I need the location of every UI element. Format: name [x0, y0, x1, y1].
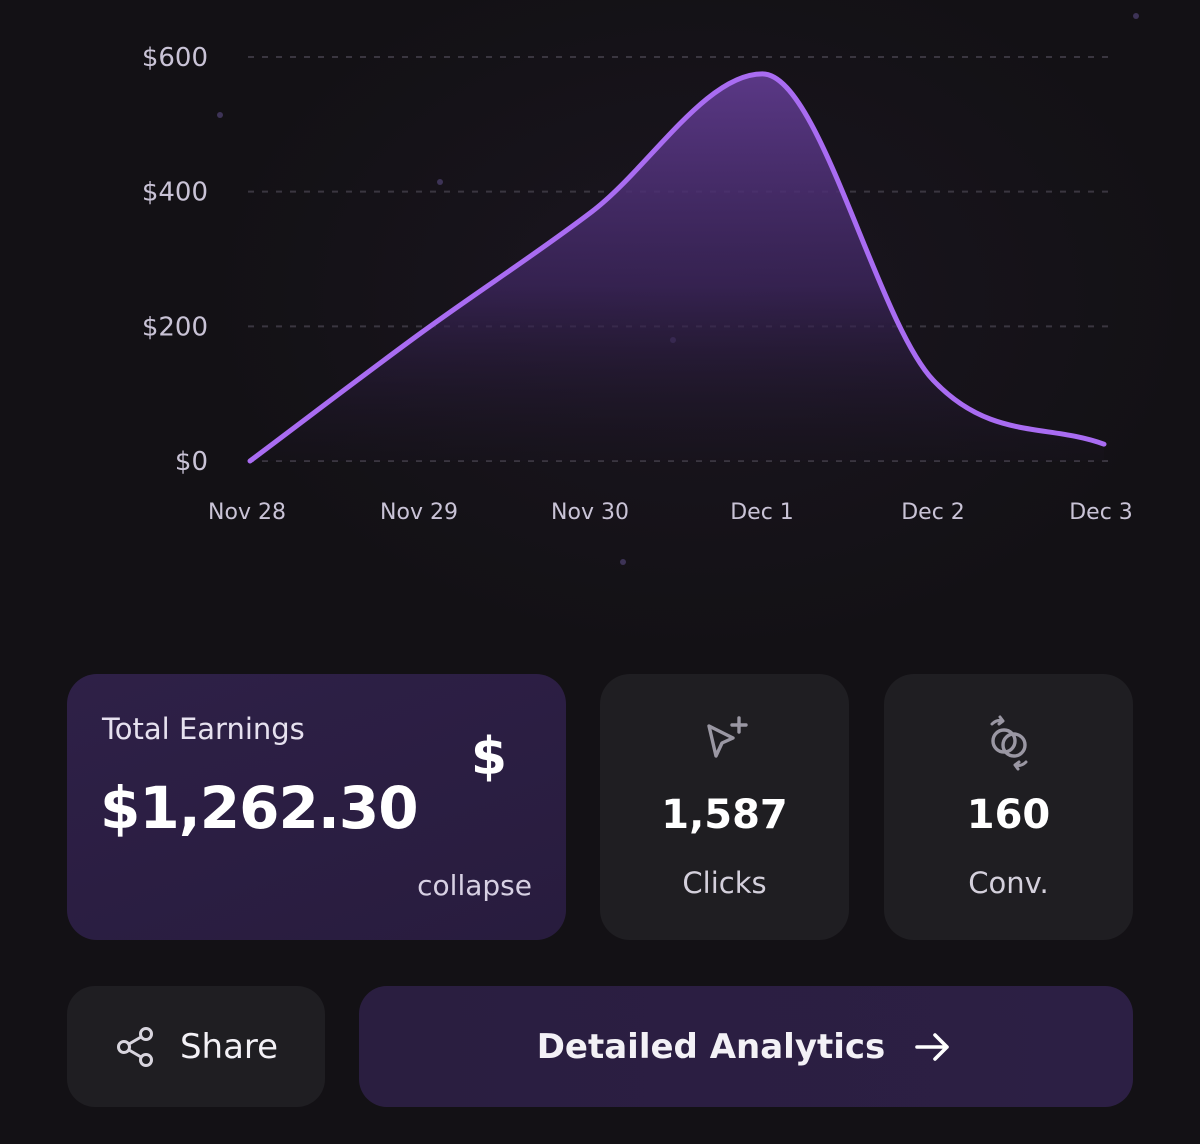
background-dot	[1133, 13, 1139, 19]
dollar-icon: $	[470, 727, 508, 787]
y-tick-label: $0	[175, 447, 208, 477]
background-dot	[620, 559, 626, 565]
y-axis: $0 $200 $400 $600	[142, 43, 208, 477]
conversions-card[interactable]: 160 Conv.	[884, 674, 1133, 940]
conversion-icon	[990, 715, 1027, 771]
total-earnings-value: $1,262.30	[100, 774, 419, 842]
total-earnings-card[interactable]: Total Earnings $1,262.30 $ collapse	[67, 674, 566, 940]
arrow-right-icon	[915, 1032, 950, 1061]
share-label: Share	[179, 1026, 279, 1067]
x-tick-label: Nov 29	[380, 500, 458, 525]
total-earnings-label: Total Earnings	[102, 712, 305, 746]
collapse-button[interactable]: collapse	[417, 869, 532, 902]
x-tick-label: Dec 1	[730, 500, 794, 525]
x-tick-label: Dec 2	[901, 500, 965, 525]
clicks-card[interactable]: 1,587 Clicks	[600, 674, 849, 940]
y-tick-label: $600	[142, 43, 208, 73]
detailed-analytics-label: Detailed Analytics	[536, 1026, 886, 1067]
y-tick-label: $200	[142, 312, 208, 342]
earnings-chart: $0 $200 $400 $600 Nov 28 Nov 29 Nov 30 Dec 1 De…	[142, 43, 1133, 525]
chart-line	[247, 71, 1107, 464]
share-icon	[116, 1026, 153, 1067]
chart-area	[250, 73, 1104, 461]
x-axis: Nov 28 Nov 29 Nov 30 Dec 1 Dec 2 Dec 3	[208, 500, 1133, 525]
background-dot	[217, 112, 223, 118]
y-tick-label: $400	[142, 178, 208, 208]
background-dot	[437, 179, 443, 185]
x-tick-label: Dec 3	[1069, 500, 1133, 525]
clicks-label: Clicks	[682, 866, 767, 900]
conversions-value: 160	[966, 792, 1051, 838]
share-button[interactable]: Share	[67, 986, 325, 1107]
x-tick-label: Nov 28	[208, 500, 286, 525]
conversions-label: Conv.	[968, 866, 1049, 900]
detailed-analytics-button[interactable]: Detailed Analytics	[359, 986, 1133, 1107]
x-tick-label: Nov 30	[551, 500, 629, 525]
cursor-click-icon	[706, 716, 748, 758]
clicks-value: 1,587	[661, 792, 788, 838]
